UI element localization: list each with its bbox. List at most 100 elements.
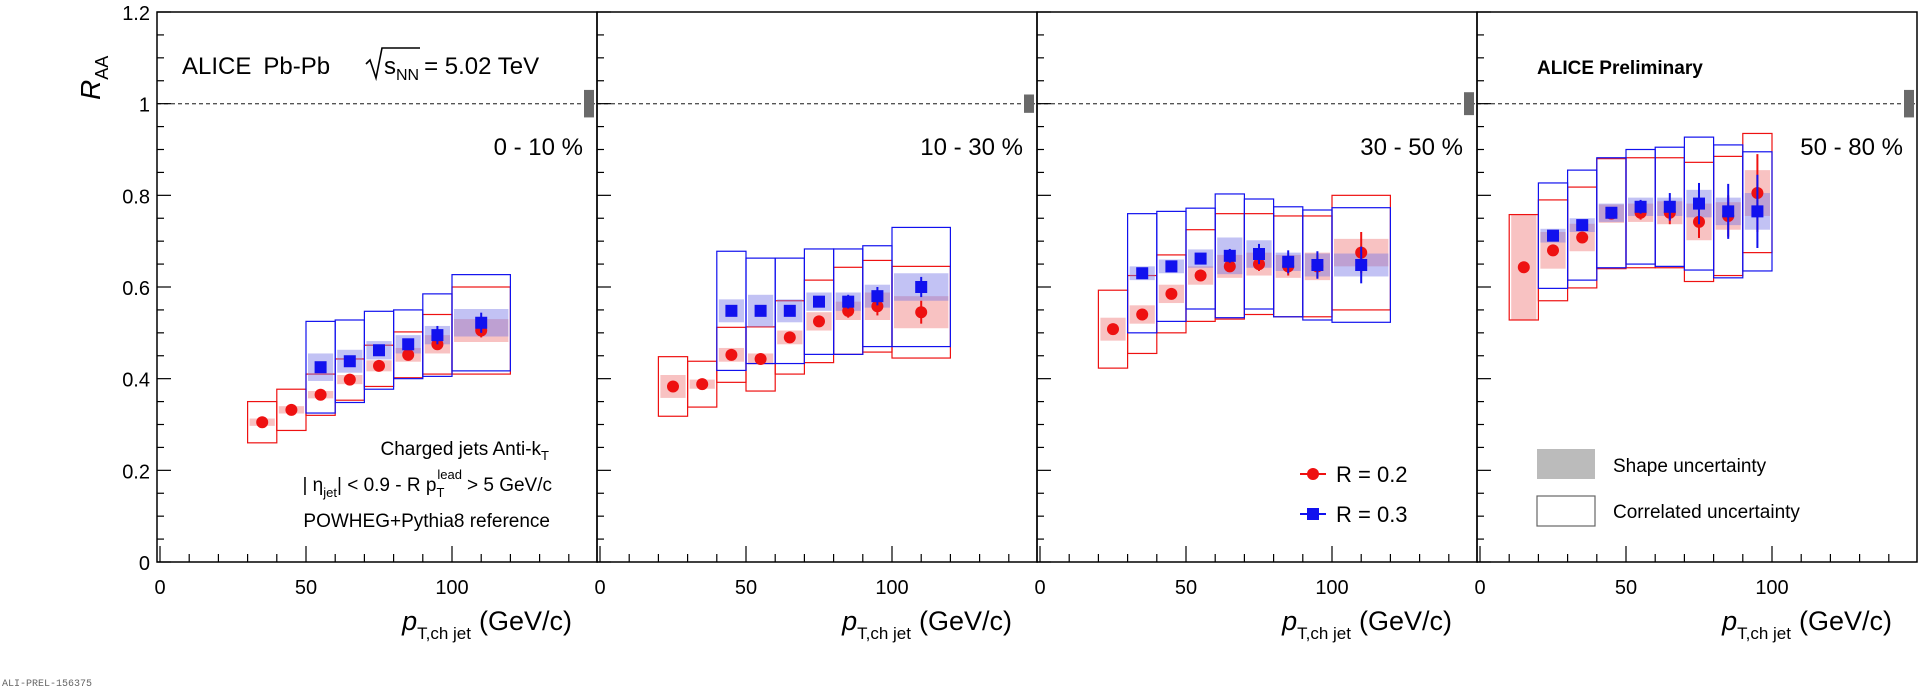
norm-unc-box-1 — [1024, 94, 1034, 113]
point-r03-p1-1 — [754, 304, 767, 317]
point-r02-p1-3 — [754, 352, 767, 365]
panel-frame-1 — [596, 11, 1038, 563]
point-r03-p1-4 — [842, 295, 855, 308]
x-tick-label-p3-0: 0 — [1474, 577, 1485, 599]
panel-2-uncertainties — [1097, 193, 1392, 369]
y-tick-label-1.2: 1.2 — [122, 3, 150, 25]
point-r02-p0-0 — [256, 416, 269, 429]
point-r02-p1-1 — [696, 378, 709, 391]
centrality-label-0: 0 - 10 % — [494, 134, 583, 161]
y-tick-label-0.4: 0.4 — [122, 370, 150, 392]
system-label: ALICE Pb-Pb sNN = 5.02 TeV — [182, 47, 539, 84]
panel-3-uncertainties — [1508, 132, 1773, 321]
x-tick-label-p2-0: 0 — [1034, 577, 1045, 599]
point-r02-p1-4 — [783, 331, 796, 344]
x-axis-title-2: pT,ch jet (GeV/c) — [1281, 606, 1452, 643]
point-r03-p1-2 — [783, 304, 796, 317]
centrality-label-1: 10 - 30 % — [920, 134, 1023, 161]
centrality-label-2: 30 - 50 % — [1360, 134, 1463, 161]
norm-unc-box-0 — [584, 89, 594, 118]
norm-unc-box-3 — [1904, 89, 1914, 118]
point-r03-p1-5 — [871, 290, 884, 303]
norm-unc-box-2 — [1464, 92, 1474, 116]
jet-info: Charged jets Anti-kT | ηjet| < 0.9 - R p… — [302, 439, 552, 532]
x-tick-label-p1-50: 50 — [735, 577, 757, 599]
y-tick-label-0.8: 0.8 — [122, 186, 150, 208]
corr-unc-r03-p0-5 — [451, 274, 512, 372]
point-r03-p3-2 — [1605, 206, 1618, 219]
point-r03-p2-3 — [1223, 249, 1236, 262]
point-r02-p0-1 — [285, 403, 298, 416]
legend-shape-label: Shape uncertainty — [1613, 456, 1767, 477]
point-r03-p2-1 — [1165, 260, 1178, 273]
preliminary-label: ALICE Preliminary — [1537, 58, 1703, 79]
x-axis-title-3: pT,ch jet (GeV/c) — [1721, 606, 1892, 643]
point-r03-p0-3 — [402, 338, 415, 351]
x-tick-label-p2-100: 100 — [1315, 577, 1348, 599]
panel-0-uncertainties — [247, 274, 512, 444]
point-r03-p3-7 — [1751, 205, 1764, 218]
point-r03-p3-1 — [1576, 219, 1589, 232]
legend-r02-label: R = 0.2 — [1336, 462, 1408, 487]
x-axis-title-0: pT,ch jet (GeV/c) — [401, 606, 572, 643]
corr-unc-r03-p2-7 — [1331, 207, 1392, 323]
figure-id: ALI-PREL-156375 — [2, 679, 92, 688]
marker-layer — [256, 154, 1764, 429]
point-r03-p2-0 — [1136, 267, 1149, 280]
panel-frame-2 — [1036, 11, 1478, 563]
jet-info-line3: POWHEG+Pythia8 reference — [303, 511, 550, 532]
point-r03-p2-6 — [1311, 259, 1324, 271]
point-r02-p3-0 — [1517, 261, 1530, 274]
y-axis-title: RAA — [75, 56, 112, 100]
series-legend: R = 0.2 R = 0.3 — [1300, 462, 1408, 527]
point-r02-p0-4 — [373, 359, 385, 372]
point-r02-p3-2 — [1576, 231, 1589, 244]
panel-frame-3 — [1476, 11, 1918, 563]
svg-text:sNN= 5.02 TeV: sNN = 5.02 TeV — [384, 53, 539, 84]
corr-unc-r03-p3-7 — [1742, 151, 1773, 272]
point-r02-p1-7 — [871, 300, 884, 313]
legend-correlated-label: Correlated uncertainty — [1613, 502, 1800, 523]
x-tick-label-p1-100: 100 — [875, 577, 908, 599]
point-r03-p0-1 — [343, 355, 356, 368]
corr-unc-r02-p1-1 — [686, 360, 718, 408]
point-r03-p0-5 — [475, 316, 488, 329]
point-r02-p2-0 — [1107, 323, 1119, 336]
centrality-label-3: 50 - 80 % — [1800, 134, 1903, 161]
legend-r02-marker — [1307, 468, 1319, 480]
point-r02-p0-2 — [314, 388, 327, 401]
y-tick-label-1: 1 — [139, 95, 150, 117]
axis-layer: 0 50 100 0 50 100 0 50 100 0 50 100 0 0.2 0.4 0.6 0.8 1 1.… — [122, 3, 1890, 599]
point-r03-p0-4 — [431, 329, 444, 342]
jet-info-line1: Charged jets Anti-kT — [381, 439, 550, 463]
x-tick-label-p2-50: 50 — [1175, 577, 1197, 599]
x-tick-label-p3-50: 50 — [1615, 577, 1637, 599]
x-tick-label-p3-100: 100 — [1755, 577, 1788, 599]
y-tick-label-0.6: 0.6 — [122, 278, 150, 300]
point-r02-p3-1 — [1547, 244, 1559, 257]
point-r03-p3-5 — [1693, 197, 1705, 210]
point-r02-p2-1 — [1136, 308, 1149, 321]
point-r03-p0-2 — [373, 344, 385, 357]
point-r02-p1-6 — [842, 304, 855, 317]
point-r02-p1-5 — [813, 315, 825, 328]
point-r03-p2-5 — [1282, 255, 1295, 268]
point-r03-p3-6 — [1722, 205, 1735, 218]
point-r03-p0-0 — [314, 361, 327, 374]
point-r02-p0-3 — [343, 373, 356, 386]
uncertainty-layer — [247, 132, 1773, 444]
point-r03-p1-0 — [725, 304, 738, 317]
corr-unc-r03-p1-6 — [891, 226, 952, 348]
point-r02-p1-0 — [667, 380, 679, 393]
point-r02-p2-3 — [1194, 269, 1207, 282]
point-r03-p1-3 — [813, 295, 825, 308]
point-r03-p1-6 — [915, 281, 928, 293]
point-r02-p0-5 — [402, 348, 415, 361]
x-tick-label-p1-0: 0 — [594, 577, 605, 599]
reference-line-layer — [157, 89, 1917, 118]
point-r03-p3-3 — [1634, 200, 1647, 213]
point-r02-p1-2 — [725, 348, 738, 361]
point-r03-p2-4 — [1253, 248, 1265, 260]
